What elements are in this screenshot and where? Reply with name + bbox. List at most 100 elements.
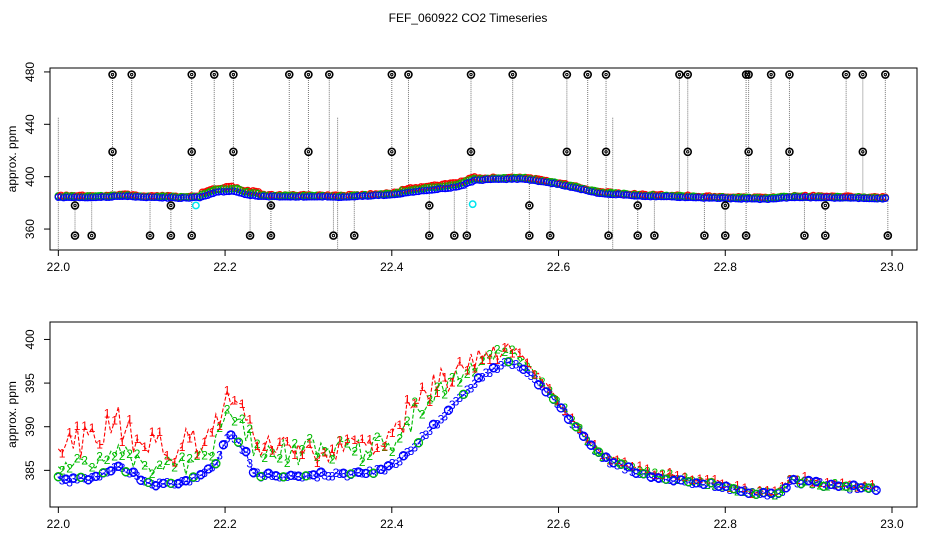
series-marker-3: 3 [153, 479, 160, 493]
series-marker-2: 2 [509, 343, 516, 357]
series-marker-3: 3 [625, 461, 632, 475]
bottom-plot-frame [49, 321, 918, 508]
series-marker-1: 1 [734, 478, 741, 492]
circle-marker [593, 447, 604, 457]
series-marker-2: 2 [539, 375, 546, 389]
outlier-point [702, 233, 707, 238]
series-marker-2: 2 [224, 403, 231, 417]
series-marker-2: 2 [246, 422, 253, 436]
bottom-panel: 22.0 22.2 22.4 22.6 22.8 23.0 385 390 395 400 appr… [5, 321, 918, 531]
series-marker-2: 2 [329, 453, 336, 467]
data-point [801, 193, 810, 201]
outlier-point [720, 201, 730, 210]
series-marker-3: 3 [610, 457, 617, 471]
outlier-point [675, 70, 684, 79]
series-marker-3: 3 [456, 391, 463, 405]
series-marker-3: 3 [363, 467, 370, 481]
series-marker-3: 3 [678, 474, 685, 488]
series-marker-3: 3 [138, 474, 145, 488]
outlier-point [562, 70, 572, 79]
series-marker-2: 2 [456, 376, 463, 390]
series-marker-1: 1 [66, 426, 73, 440]
series-marker-2: 2 [471, 365, 478, 379]
series-marker-3: 3 [708, 476, 715, 490]
series-marker-1: 1 [659, 468, 666, 482]
series-marker-3: 3 [355, 466, 362, 480]
outlier-point [565, 150, 569, 154]
series-marker-1: 1 [246, 412, 253, 426]
series-marker-1: 1 [576, 422, 583, 436]
outlier-point [586, 72, 590, 77]
series-marker-1: 1 [696, 472, 703, 486]
outlier-point [469, 72, 473, 77]
bottom-y-tick-label: 390 [23, 416, 37, 436]
outlier-point [525, 231, 534, 240]
outlier-point [823, 203, 827, 208]
series-marker-1: 1 [681, 470, 688, 484]
series-marker-3: 3 [528, 369, 535, 383]
outlier-point [269, 203, 273, 208]
series-marker-1: 1 [404, 393, 411, 407]
circle-marker [368, 468, 379, 478]
series-marker-3: 3 [280, 471, 287, 485]
top-x-tick-label: 22.2 [213, 260, 237, 274]
series-marker-3: 3 [543, 386, 550, 400]
series-marker-3: 3 [175, 477, 182, 491]
series-marker-2: 2 [276, 451, 283, 465]
bottom-series-markers: 3333333333333333333333333333333333333333… [55, 341, 880, 503]
outlier-point [231, 72, 236, 77]
series-marker-3: 3 [843, 480, 850, 494]
outlier-point [787, 150, 792, 154]
outlier-point [425, 201, 434, 210]
data-point [622, 191, 631, 199]
series-marker-3: 3 [198, 468, 205, 482]
outlier-point [187, 147, 197, 157]
series-marker-2: 2 [291, 437, 298, 451]
outlier-point [425, 231, 434, 240]
outlier-point [741, 231, 751, 240]
series-marker-1: 1 [636, 459, 643, 473]
series-marker-3: 3 [524, 366, 531, 380]
series-marker-1: 1 [216, 419, 223, 433]
series-marker-1: 1 [561, 404, 568, 418]
outlier-point [858, 70, 868, 79]
outlier-point [802, 233, 807, 238]
outlier-point [686, 150, 690, 154]
outlier-point [650, 231, 659, 240]
series-marker-3: 3 [168, 477, 175, 491]
outlier-point [683, 70, 693, 79]
top-x-tick-label: 22.6 [547, 260, 571, 274]
series-marker-2: 2 [284, 456, 291, 470]
series-marker-3: 3 [464, 383, 471, 397]
outlier-point [720, 231, 730, 240]
outlier-point [462, 231, 472, 240]
series-marker-3: 3 [580, 430, 587, 444]
series-marker-1: 1 [366, 432, 373, 446]
series-marker-1: 1 [201, 435, 208, 449]
series-marker-1: 1 [179, 440, 186, 454]
series-marker-3: 3 [419, 430, 426, 444]
series-marker-1: 1 [96, 438, 103, 452]
series-marker-1: 1 [209, 426, 216, 440]
outlier-point [387, 70, 397, 79]
series-marker-2: 2 [306, 432, 313, 446]
top-panel: 22.0 22.2 22.4 22.6 22.8 23.0 360 400 440 480 appr… [5, 62, 918, 274]
series-marker-1: 1 [239, 397, 246, 411]
outlier-point [823, 233, 827, 238]
series-marker-1: 1 [321, 445, 328, 459]
outlier-point [306, 72, 311, 77]
series-marker-3: 3 [595, 446, 602, 460]
series-marker-2: 2 [366, 449, 373, 463]
top-y-tick-label: 400 [23, 166, 37, 186]
circle-marker [811, 476, 821, 487]
series-marker-2: 2 [96, 449, 103, 463]
data-point [662, 192, 671, 201]
series-marker-1: 1 [344, 432, 351, 446]
series-marker-2: 2 [299, 442, 306, 456]
series-marker-2: 2 [186, 452, 193, 466]
bottom-series-group: 3333333333333333333333333333333333333333… [53, 341, 881, 503]
outlier-point [304, 147, 313, 157]
series-marker-2: 2 [666, 467, 673, 481]
circle-marker [211, 458, 221, 469]
series-marker-2: 2 [314, 450, 321, 464]
